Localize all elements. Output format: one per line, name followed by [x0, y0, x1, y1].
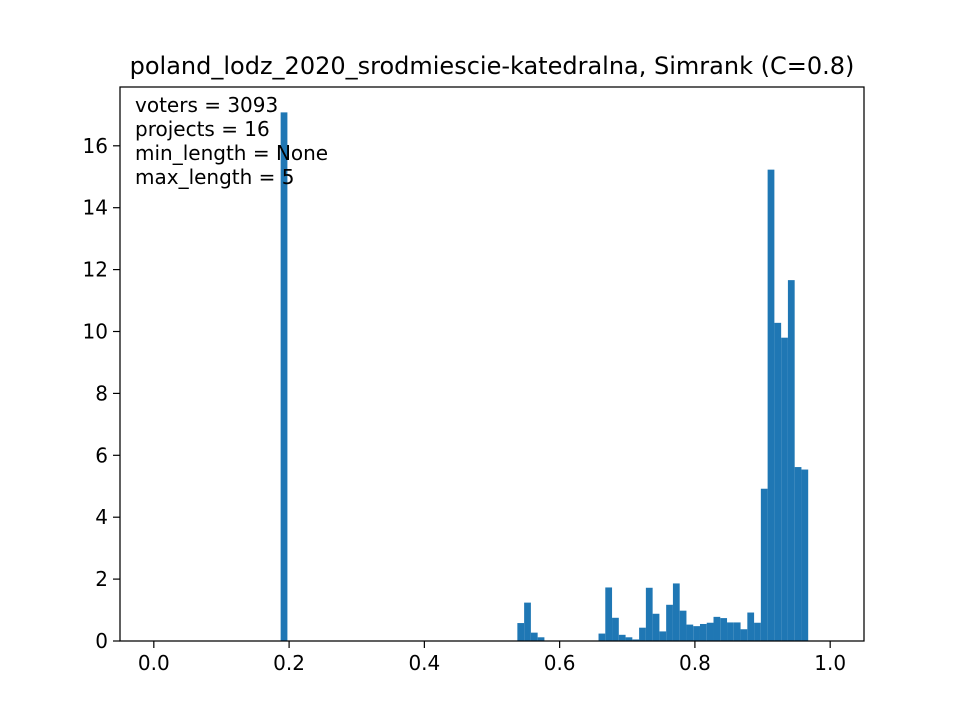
histogram-bar — [740, 629, 748, 641]
y-tick-label: 14 — [83, 196, 108, 220]
histogram-bar — [639, 627, 646, 641]
histogram-bar — [747, 612, 755, 641]
annotation-line: max_length = 5 — [135, 165, 295, 189]
histogram-bar — [605, 587, 613, 641]
x-axis-ticks: 0.0 0.2 0.4 0.6 0.8 1.0 — [138, 641, 846, 675]
y-tick-label: 2 — [95, 567, 108, 591]
histogram-bar — [537, 637, 545, 641]
histogram-bar — [652, 613, 660, 641]
plot-area-frame — [119, 86, 865, 642]
histogram-bar — [754, 622, 761, 641]
histogram-bar — [618, 634, 626, 641]
histogram-bar — [517, 623, 525, 641]
histogram-bar — [612, 617, 619, 641]
histogram-bar — [727, 622, 734, 641]
histogram-bar — [713, 616, 721, 641]
x-tick-label: 0.4 — [408, 651, 440, 675]
y-tick-label: 10 — [83, 320, 108, 344]
chart-title: poland_lodz_2020_srodmiescie-katedralna,… — [130, 52, 855, 80]
histogram-bar — [781, 337, 788, 641]
histogram-bar — [686, 624, 694, 641]
annotation-line: projects = 16 — [135, 117, 270, 141]
y-tick-label: 4 — [95, 505, 108, 529]
histogram-bar — [699, 623, 707, 641]
histogram-bar — [774, 322, 782, 641]
histogram-bar — [693, 626, 700, 641]
histogram-bar — [659, 631, 667, 641]
histogram-bar — [666, 604, 673, 641]
histogram-bar — [801, 469, 809, 641]
histogram-bar — [524, 602, 531, 641]
histogram-bar — [645, 587, 653, 641]
histogram-bar — [720, 618, 728, 641]
x-tick-label: 0.2 — [273, 651, 305, 675]
y-tick-label: 6 — [95, 443, 108, 467]
histogram-bar — [787, 280, 795, 641]
histogram-bar — [679, 610, 687, 641]
x-tick-label: 0.8 — [679, 651, 711, 675]
histogram-bar — [794, 467, 802, 641]
histogram-bar — [706, 622, 714, 641]
histogram-bar — [530, 632, 538, 641]
histogram-bar — [598, 633, 606, 641]
histogram-bar — [733, 622, 741, 641]
x-tick-label: 0.0 — [138, 651, 170, 675]
y-tick-label: 0 — [95, 629, 108, 653]
histogram-bar — [672, 583, 680, 641]
y-tick-label: 8 — [95, 381, 108, 405]
histogram-bar — [760, 488, 768, 641]
x-tick-label: 1.0 — [814, 651, 846, 675]
y-axis-ticks: 0 2 4 6 8 10 12 14 16 — [83, 134, 120, 653]
annotation-line: min_length = None — [135, 141, 328, 165]
x-tick-label: 0.6 — [544, 651, 576, 675]
y-tick-label: 16 — [83, 134, 108, 158]
histogram-bar — [625, 637, 633, 641]
histogram-bars — [280, 112, 809, 641]
histogram-bar — [767, 169, 775, 641]
annotation-line: voters = 3093 — [135, 93, 278, 117]
y-tick-label: 12 — [83, 258, 108, 282]
histogram-bar — [280, 112, 288, 641]
histogram-bar — [632, 639, 640, 641]
